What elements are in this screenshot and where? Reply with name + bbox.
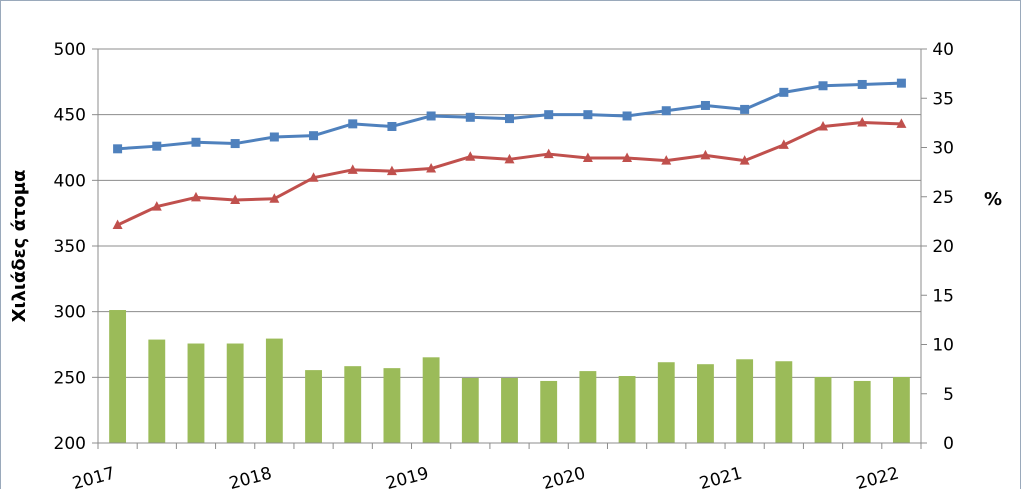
- y-tick-label-right: 15: [932, 286, 954, 306]
- y-tick-label-right: 5: [943, 385, 954, 405]
- bar: [892, 377, 910, 443]
- bar: [540, 380, 558, 443]
- bar: [853, 380, 871, 443]
- x-tick-label: 2017: [70, 464, 117, 490]
- y-tick-label-left: 400: [54, 171, 86, 191]
- x-tick-label: 2022: [854, 464, 901, 490]
- line-point-square: [309, 131, 319, 141]
- y-tick-label-right: 25: [932, 188, 954, 208]
- bar: [657, 362, 675, 443]
- bar: [422, 357, 440, 443]
- line-point-square: [818, 81, 828, 91]
- line-point-triangle: [386, 165, 397, 176]
- bar: [226, 343, 244, 443]
- line-point-square: [740, 104, 750, 114]
- x-tick-label: 2021: [697, 464, 744, 490]
- bar: [775, 361, 793, 443]
- line-point-triangle: [622, 152, 633, 163]
- line-point-triangle: [504, 153, 515, 164]
- line-point-square: [622, 111, 632, 121]
- y-tick-label-left: 300: [54, 303, 86, 323]
- line-point-square: [152, 141, 162, 151]
- line-point-triangle: [230, 194, 241, 205]
- y-tick-label-right: 10: [932, 336, 954, 356]
- bar: [344, 366, 362, 443]
- line-point-square: [465, 112, 475, 122]
- line-point-triangle: [465, 151, 476, 161]
- line-point-triangle: [347, 164, 358, 174]
- line-point-triangle: [778, 139, 789, 149]
- bar: [814, 377, 832, 443]
- line-point-triangle: [426, 163, 437, 173]
- line-point-triangle: [582, 152, 593, 163]
- line-point-square: [348, 119, 358, 129]
- bar: [265, 338, 283, 443]
- line-point-square: [426, 111, 436, 121]
- x-tick-label: 2018: [227, 464, 274, 490]
- bar: [461, 377, 479, 443]
- line-point-square: [113, 144, 123, 154]
- line-point-triangle: [857, 117, 868, 127]
- line-point-square: [269, 132, 279, 142]
- bar: [579, 371, 597, 443]
- line-point-triangle: [700, 149, 711, 160]
- y-tick-label-left: 500: [54, 40, 86, 60]
- line-point-square: [896, 78, 906, 88]
- bar: [501, 377, 518, 443]
- y-tick-label-left: 450: [54, 106, 86, 126]
- bar: [618, 376, 636, 443]
- y-tick-label-left: 200: [54, 434, 86, 454]
- axis-titles: Χιλιάδες άτομα %: [9, 170, 1002, 323]
- y-axis-right-label: %: [984, 189, 1002, 210]
- y-tick-label-right: 20: [932, 237, 954, 257]
- y-tick-label-right: 30: [932, 139, 954, 159]
- line-point-triangle: [151, 201, 162, 211]
- bar: [305, 370, 322, 443]
- bar: [109, 310, 127, 443]
- y-tick-label-left: 250: [54, 368, 86, 388]
- y-tick-label-right: 0: [943, 434, 954, 454]
- line-point-square: [661, 106, 671, 116]
- y-tick-label-left: 350: [54, 237, 86, 257]
- line-point-triangle: [818, 120, 829, 131]
- series-line: [116, 121, 902, 227]
- line-point-square: [583, 110, 593, 120]
- line-point-square: [857, 79, 867, 89]
- line-point-square: [700, 100, 710, 110]
- y-axis-left-label: Χιλιάδες άτομα: [9, 170, 30, 323]
- bar: [187, 343, 205, 443]
- line-point-triangle: [661, 155, 672, 165]
- line-point-triangle: [269, 193, 280, 203]
- bar: [697, 364, 714, 443]
- bar: [148, 339, 166, 443]
- bar: [736, 359, 754, 443]
- x-tick-label: 2020: [541, 464, 588, 490]
- line-point-square: [505, 114, 514, 124]
- line-point-square: [230, 139, 240, 149]
- line-point-triangle: [896, 118, 907, 128]
- line-point-square: [779, 87, 789, 97]
- tick-labels: 200 250 300 350 400 450 500 0 5 10 15 20 25 30 35 40 201…: [54, 40, 954, 490]
- line-point-triangle: [190, 191, 201, 202]
- axes: [92, 48, 927, 449]
- line-point-triangle: [112, 219, 123, 229]
- y-tick-label-right: 40: [932, 40, 954, 60]
- line-point-square: [191, 137, 201, 147]
- x-tick-label: 2019: [384, 464, 431, 490]
- line-point-triangle: [308, 172, 319, 182]
- bar: [383, 368, 401, 443]
- line-point-triangle: [543, 148, 554, 159]
- y-tick-label-right: 35: [932, 89, 954, 109]
- line-point-square: [544, 110, 554, 120]
- line-point-triangle: [739, 155, 750, 165]
- line-series: [112, 78, 907, 229]
- bar-series: [109, 310, 910, 443]
- line-point-square: [387, 121, 397, 131]
